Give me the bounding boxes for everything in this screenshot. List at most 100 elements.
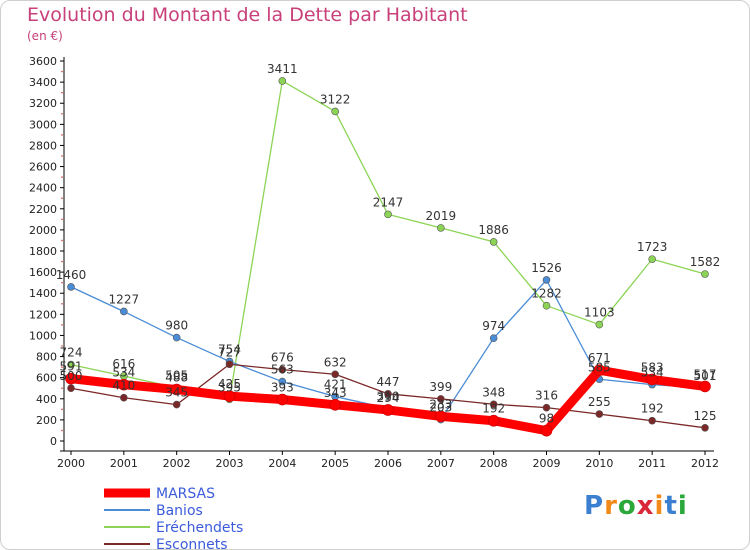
- x-tick-label: 2007: [427, 457, 455, 470]
- data-label: 393: [271, 381, 294, 395]
- data-label: 974: [482, 319, 505, 333]
- data-point: [65, 372, 77, 385]
- data-label: 724: [60, 346, 83, 360]
- data-label: 1526: [531, 261, 562, 275]
- data-point: [384, 210, 392, 219]
- data-label: 316: [535, 389, 558, 403]
- data-point: [542, 276, 551, 284]
- data-point: [542, 403, 551, 412]
- data-point: [699, 380, 711, 393]
- y-minor-dot: [61, 260, 63, 263]
- y-tick-label: 0: [50, 435, 57, 448]
- y-minor-dot: [61, 70, 63, 73]
- y-tick-label: 600: [36, 372, 57, 385]
- data-point: [120, 393, 128, 402]
- data-label: 343: [324, 386, 347, 400]
- data-label: 585: [588, 360, 611, 374]
- y-tick-label: 1400: [29, 287, 57, 300]
- chart-title: Evolution du Montant de la Dette par Hab…: [27, 4, 468, 26]
- x-tick-label: 2002: [163, 457, 191, 470]
- data-label: 1460: [56, 268, 87, 282]
- data-point: [701, 270, 709, 278]
- y-minor-dot: [61, 324, 63, 326]
- data-point: [646, 373, 658, 386]
- x-tick-label: 2000: [57, 457, 85, 470]
- data-label: 399: [429, 380, 452, 394]
- y-tick-label: 3200: [29, 97, 57, 110]
- data-label: 3411: [267, 62, 298, 76]
- y-minor-dot: [61, 112, 63, 115]
- data-point: [489, 238, 498, 246]
- y-minor-dot: [61, 197, 63, 200]
- y-minor-dot: [61, 345, 63, 347]
- y-tick-label: 2000: [29, 224, 57, 237]
- x-tick-label: 2003: [216, 457, 244, 470]
- data-point: [278, 365, 287, 374]
- data-label: 501: [694, 369, 717, 383]
- logo-letter: x: [636, 491, 655, 521]
- data-point: [648, 255, 656, 263]
- data-point: [67, 360, 75, 369]
- data-point: [489, 400, 498, 409]
- data-label: 421: [324, 378, 347, 392]
- x-tick-label: 2005: [321, 457, 349, 470]
- data-label: 1723: [637, 240, 668, 254]
- data-label: 310: [377, 389, 400, 403]
- data-point: [595, 410, 604, 418]
- y-tick-label: 2800: [29, 139, 57, 152]
- logo-letter: P: [584, 491, 605, 521]
- y-tick-label: 2600: [29, 161, 57, 174]
- x-tick-label: 2010: [585, 457, 613, 470]
- data-label: 1103: [584, 306, 615, 320]
- y-minor-dot: [61, 281, 63, 284]
- data-label: 3122: [320, 92, 351, 106]
- data-label: 488: [165, 370, 188, 384]
- data-point: [595, 320, 604, 329]
- data-point: [593, 364, 606, 376]
- y-tick-label: 200: [36, 414, 57, 427]
- data-point: [329, 398, 341, 411]
- data-label: 294: [377, 391, 400, 405]
- data-label: 754: [218, 342, 241, 356]
- data-label: 727: [218, 345, 241, 359]
- data-label: 255: [588, 395, 611, 409]
- data-label: 345: [165, 386, 188, 400]
- logo-letter: i: [654, 491, 665, 521]
- logo-letter: r: [604, 491, 618, 521]
- data-label: 395: [218, 380, 241, 394]
- data-point: [223, 390, 236, 402]
- data-label: 98: [539, 412, 554, 426]
- data-point: [437, 395, 445, 403]
- y-tick-label: 800: [36, 351, 57, 364]
- data-label: 505: [165, 369, 188, 383]
- data-point: [384, 390, 392, 398]
- data-point: [331, 107, 339, 116]
- data-label: 2147: [373, 195, 404, 209]
- x-tick-label: 2006: [374, 457, 402, 470]
- data-label: 534: [641, 366, 664, 380]
- y-minor-dot: [61, 239, 63, 242]
- data-point: [382, 404, 394, 416]
- data-label: 563: [271, 363, 294, 377]
- x-tick-label: 2001: [110, 457, 138, 470]
- y-minor-dot: [61, 429, 63, 432]
- data-point: [331, 370, 339, 379]
- data-label: 1282: [531, 287, 562, 301]
- y-tick-label: 3000: [29, 118, 57, 131]
- data-point: [648, 416, 656, 425]
- y-minor-dot: [61, 302, 63, 305]
- logo-letter: i: [677, 491, 688, 521]
- data-point: [120, 307, 128, 316]
- y-tick-label: 1600: [29, 266, 57, 279]
- y-tick-label: 1200: [29, 308, 57, 321]
- legend-label-eréchendets: Eréchendets: [156, 520, 243, 536]
- y-tick-label: 1800: [29, 245, 57, 258]
- data-point: [542, 301, 551, 310]
- y-tick-label: 3600: [29, 55, 57, 68]
- logo-letter: t: [664, 491, 678, 521]
- data-label: 410: [112, 379, 135, 393]
- data-label: 534: [112, 366, 135, 380]
- data-label: 500: [60, 369, 83, 383]
